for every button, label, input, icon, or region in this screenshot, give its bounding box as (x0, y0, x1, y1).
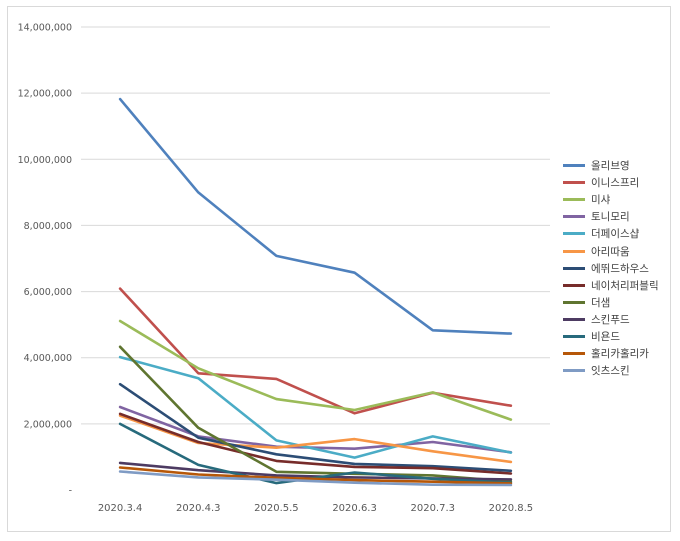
legend-label: 스킨푸드 (591, 313, 630, 326)
series-line-5 (118, 355, 513, 459)
series-line-9 (118, 345, 513, 483)
legend-label: 미샤 (591, 194, 611, 207)
legend-item: 네이처리퍼블릭 (563, 277, 673, 294)
legend-label: 홀리카홀리카 (591, 348, 649, 361)
legend-item: 홀리카홀리카 (563, 345, 673, 362)
legend-item: 스킨푸드 (563, 311, 673, 328)
legend-item: 잇츠스킨 (563, 362, 673, 379)
series-line-8 (118, 412, 513, 475)
legend-swatch (563, 266, 585, 270)
legend-label: 이니스프리 (591, 177, 640, 190)
y-axis: - 2,000,000 4,000,000 6,000,000 8,000,000 10,… (18, 23, 72, 497)
legend-label: 토니모리 (591, 211, 630, 224)
y-tick-label: - (69, 486, 72, 497)
legend-item: 더샘 (563, 294, 673, 311)
y-tick-label: 4,000,000 (24, 353, 72, 364)
legend-swatch (563, 232, 585, 236)
y-tick-label: 12,000,000 (18, 89, 72, 100)
x-tick-label: 2020.7.3 (410, 503, 455, 514)
y-tick-label: 14,000,000 (18, 23, 72, 34)
series-line-4 (118, 405, 513, 454)
y-tick-label: 8,000,000 (24, 221, 72, 232)
legend-item: 미샤 (563, 191, 673, 208)
series-lines (118, 97, 513, 487)
legend-swatch (563, 300, 585, 304)
series-line-1 (118, 97, 513, 335)
series-line-7 (118, 382, 513, 473)
series-line-13 (118, 470, 513, 487)
legend-swatch (563, 198, 585, 202)
series-line-3 (118, 319, 513, 421)
x-tick-label: 2020.6.3 (332, 503, 377, 514)
legend-item: 에뛰드하우스 (563, 260, 673, 277)
legend-label: 비욘드 (591, 330, 620, 343)
series-line-2 (118, 287, 513, 415)
y-tick-label: 2,000,000 (24, 419, 72, 430)
legend-swatch (563, 215, 585, 219)
legend-swatch (563, 334, 585, 338)
y-tick-label: 6,000,000 (24, 287, 72, 298)
legend-label: 올리브영 (591, 160, 630, 173)
legend-swatch (563, 283, 585, 287)
legend-label: 네이처리퍼블릭 (591, 279, 659, 292)
gridlines (81, 26, 550, 425)
legend-item: 토니모리 (563, 208, 673, 225)
series-line-12 (118, 466, 513, 485)
x-tick-label: 2020.8.5 (489, 503, 534, 514)
legend-swatch (563, 317, 585, 321)
y-tick-label: 10,000,000 (18, 155, 72, 166)
legend-label: 잇츠스킨 (591, 365, 630, 378)
x-tick-label: 2020.3.4 (98, 503, 143, 514)
legend-item: 올리브영 (563, 157, 673, 174)
legend-item: 비욘드 (563, 328, 673, 345)
legend-item: 아리따움 (563, 242, 673, 259)
legend-label: 더샘 (591, 296, 611, 309)
legend-label: 에뛰드하우스 (591, 262, 649, 275)
legend-item: 이니스프리 (563, 174, 673, 191)
legend-label: 아리따움 (591, 245, 630, 258)
legend-swatch (563, 181, 585, 185)
x-axis: 2020.3.4 2020.4.3 2020.5.5 2020.6.3 2020.7.3… (98, 503, 533, 514)
legend-item: 더페이스샵 (563, 225, 673, 242)
legend-swatch (563, 249, 585, 253)
x-tick-label: 2020.4.3 (176, 503, 221, 514)
x-tick-label: 2020.5.5 (254, 503, 299, 514)
legend-swatch (563, 352, 585, 356)
legend-swatch (563, 164, 585, 168)
legend-label: 더페이스샵 (591, 228, 640, 241)
legend-swatch (563, 369, 585, 373)
